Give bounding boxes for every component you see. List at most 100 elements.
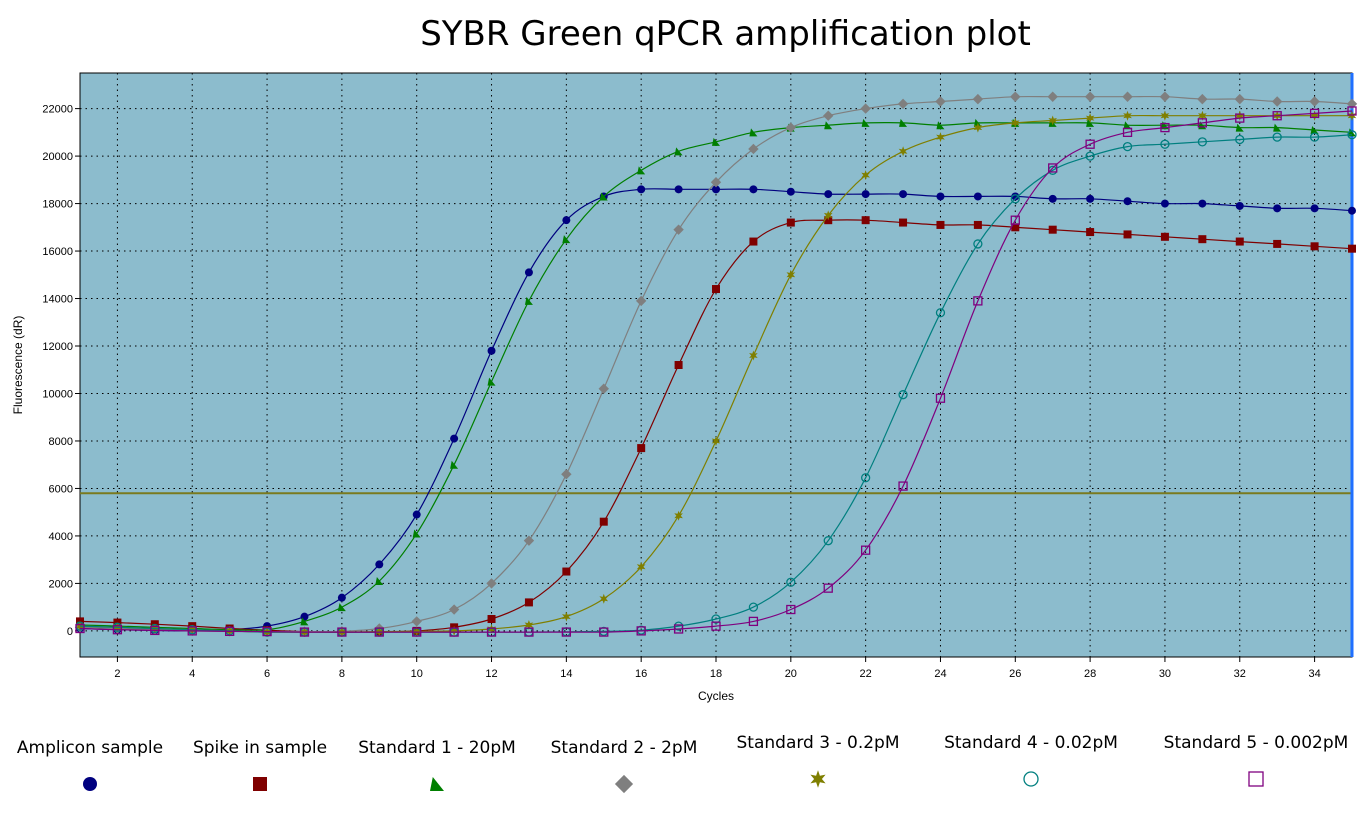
y-tick-label: 6000 <box>49 483 73 495</box>
data-point <box>224 626 235 637</box>
data-point <box>599 593 609 604</box>
legend-label: Spike in sample <box>192 738 328 758</box>
data-point <box>262 626 272 637</box>
y-axis-label: Fluorescence (dR) <box>11 316 25 415</box>
data-point <box>1197 137 1208 147</box>
data-point <box>935 96 946 107</box>
series-group <box>74 91 1358 638</box>
data-point <box>674 185 683 194</box>
data-point <box>1011 223 1020 232</box>
data-point <box>599 192 608 201</box>
data-point <box>936 192 945 201</box>
data-point <box>1272 132 1282 142</box>
data-point <box>749 128 758 137</box>
data-point <box>448 604 460 615</box>
data-point <box>786 604 796 615</box>
data-point <box>1123 230 1132 239</box>
data-point <box>749 237 758 246</box>
data-point <box>524 296 533 305</box>
y-tick-label: 20000 <box>42 151 73 163</box>
data-point <box>486 627 497 637</box>
y-tick-label: 18000 <box>42 199 73 211</box>
data-point <box>973 220 982 229</box>
data-point <box>973 122 983 133</box>
data-point <box>1235 113 1245 123</box>
legend-item[interactable]: Standard 1 - 20pM <box>327 738 547 796</box>
data-point <box>1348 244 1356 253</box>
data-point <box>824 121 833 130</box>
data-point <box>150 625 160 636</box>
data-point <box>524 268 533 277</box>
data-point <box>824 190 833 199</box>
data-point <box>748 616 759 627</box>
data-point <box>1122 127 1133 137</box>
data-point <box>1271 96 1283 107</box>
data-point <box>936 121 945 130</box>
data-point <box>1235 134 1245 145</box>
data-point <box>562 567 571 576</box>
data-point <box>899 118 908 127</box>
x-tick-label: 34 <box>1308 668 1320 680</box>
legend-item[interactable]: Amplicon sample <box>0 738 200 796</box>
data-point <box>786 218 795 227</box>
data-point <box>823 110 834 121</box>
data-point <box>861 118 870 127</box>
data-point <box>1272 111 1282 121</box>
legend-item[interactable]: Standard 5 - 0.002pM <box>1146 733 1366 791</box>
data-point <box>1310 204 1319 213</box>
data-point <box>524 627 534 637</box>
data-point <box>710 177 722 188</box>
data-point <box>374 627 384 637</box>
x-tick-label: 6 <box>264 668 270 680</box>
x-tick-label: 4 <box>189 668 195 680</box>
data-point <box>898 481 908 491</box>
data-point <box>1347 110 1357 121</box>
data-point <box>748 602 759 612</box>
data-point <box>1159 91 1171 102</box>
data-point <box>524 598 533 607</box>
legend-marker <box>253 777 267 791</box>
data-point <box>711 614 721 624</box>
y-tick-label: 8000 <box>49 436 73 448</box>
data-point <box>412 626 421 637</box>
data-point <box>861 170 870 181</box>
data-point <box>187 626 197 636</box>
data-point <box>1011 192 1020 201</box>
data-point <box>1084 91 1096 102</box>
axis-ticks: 2 4 6 8 10 12 14 16 18 20 22 24 26 28 30 32 340200040006… <box>42 104 1320 680</box>
data-point <box>487 624 496 634</box>
x-tick-label: 24 <box>934 668 946 680</box>
data-point <box>1160 232 1169 241</box>
legend-item[interactable]: Standard 4 - 0.02pM <box>921 733 1141 791</box>
legend-marker-shape <box>810 770 826 788</box>
legend-item[interactable]: Standard 3 - 0.2pM <box>708 733 928 791</box>
data-point <box>935 308 946 318</box>
data-point <box>1235 237 1244 246</box>
data-point <box>1123 197 1132 206</box>
data-point <box>449 625 459 636</box>
data-point <box>1123 121 1132 130</box>
data-point <box>1310 125 1319 134</box>
data-point <box>936 132 945 143</box>
legend-item[interactable]: Standard 2 - 2pM <box>514 738 734 796</box>
data-point <box>1010 194 1020 204</box>
data-point <box>1085 139 1095 149</box>
data-point <box>1273 239 1282 248</box>
y-tick-label: 10000 <box>42 388 73 400</box>
data-point <box>711 436 721 446</box>
data-point <box>861 216 870 225</box>
data-point <box>637 166 646 175</box>
legend-item[interactable]: Spike in sample <box>150 738 370 796</box>
y-tick-label: 22000 <box>42 104 73 116</box>
data-point <box>599 627 609 637</box>
data-point <box>524 620 534 630</box>
data-point <box>523 535 535 546</box>
data-point <box>1310 110 1319 121</box>
data-point <box>1011 117 1020 128</box>
data-point <box>487 615 496 624</box>
data-point <box>1160 139 1170 149</box>
series-1 <box>76 185 1356 635</box>
data-point <box>1048 194 1057 203</box>
data-point <box>1348 206 1356 215</box>
data-point <box>673 624 684 634</box>
